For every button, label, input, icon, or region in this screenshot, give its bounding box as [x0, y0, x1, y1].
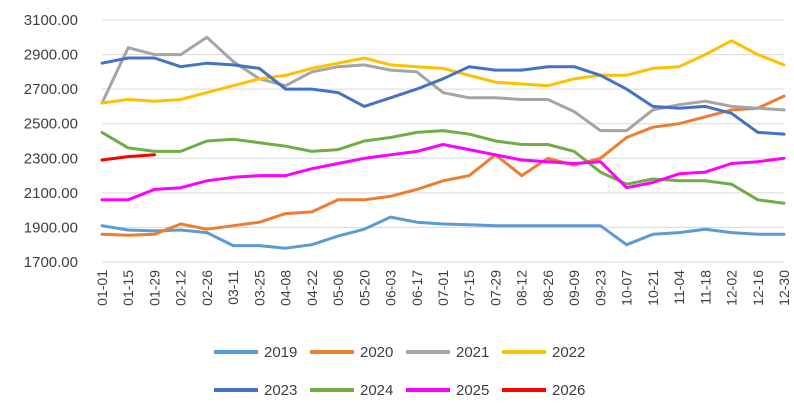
x-tick-label: 07-01	[435, 270, 451, 306]
y-tick-label: 1900.00	[24, 219, 78, 236]
x-tick-label: 09-09	[566, 270, 582, 306]
y-tick-label: 2500.00	[24, 116, 78, 133]
legend-label-2021: 2021	[456, 344, 489, 361]
x-tick-label: 01-01	[94, 270, 110, 306]
x-tick-label: 02-26	[199, 270, 215, 306]
series-line-2022	[100, 39, 786, 105]
x-tick-label: 12-16	[750, 270, 766, 306]
y-axis-ticks: 1700.00 1900.00 2100.00 2300.00 2500.00 2700.…	[24, 12, 78, 271]
legend-label-2023: 2023	[264, 382, 297, 399]
x-tick-label: 07-15	[461, 270, 477, 306]
x-tick-label: 05-20	[356, 270, 372, 306]
series-line-2020	[100, 94, 786, 237]
series-line-2019	[100, 215, 786, 250]
x-tick-label: 06-03	[383, 270, 399, 306]
y-tick-label: 2900.00	[24, 47, 78, 64]
series-line-2026	[100, 153, 156, 162]
series-line-2021	[100, 35, 786, 133]
legend-label-2020: 2020	[360, 344, 393, 361]
x-tick-label: 10-07	[619, 270, 635, 306]
legend-label-2022: 2022	[552, 344, 585, 361]
x-tick-label: 06-17	[409, 270, 425, 306]
series-line-2023	[100, 56, 786, 136]
x-tick-label: 05-06	[330, 270, 346, 306]
x-tick-label: 01-29	[146, 270, 162, 306]
legend: 2019 2020 2021 2022 2023 2024 2025 2026	[214, 344, 585, 399]
x-tick-label: 07-29	[487, 270, 503, 306]
x-tick-label: 12-02	[724, 270, 740, 306]
y-tick-label: 2700.00	[24, 81, 78, 98]
x-tick-label: 11-18	[697, 270, 713, 305]
x-tick-label: 03-25	[251, 270, 267, 306]
x-tick-label: 04-08	[278, 270, 294, 306]
legend-label-2024: 2024	[360, 382, 393, 399]
x-tick-label: 08-12	[514, 270, 530, 306]
x-tick-label: 10-21	[645, 270, 661, 306]
x-tick-label: 01-15	[120, 270, 136, 306]
y-tick-label: 1700.00	[24, 254, 78, 271]
legend-label-2019: 2019	[264, 344, 297, 361]
x-tick-label: 08-26	[540, 270, 556, 306]
x-tick-label: 12-30	[776, 270, 792, 306]
y-tick-label: 2100.00	[24, 185, 78, 202]
x-tick-label: 04-22	[304, 270, 320, 306]
x-tick-label: 03-11	[225, 270, 241, 305]
series-line-2024	[100, 129, 786, 205]
x-tick-label: 09-23	[592, 270, 608, 306]
series-line-2025	[100, 143, 786, 202]
y-tick-label: 3100.00	[24, 12, 78, 29]
legend-label-2025: 2025	[456, 382, 489, 399]
legend-label-2026: 2026	[552, 382, 585, 399]
x-tick-label: 11-04	[671, 270, 687, 305]
x-axis-ticks: 01-01 01-15 01-29 02-12 02-26 03-11 03-25 04-08…	[94, 270, 792, 306]
y-tick-label: 2300.00	[24, 150, 78, 167]
x-tick-label: 02-12	[173, 270, 189, 306]
series-lines	[100, 35, 786, 250]
